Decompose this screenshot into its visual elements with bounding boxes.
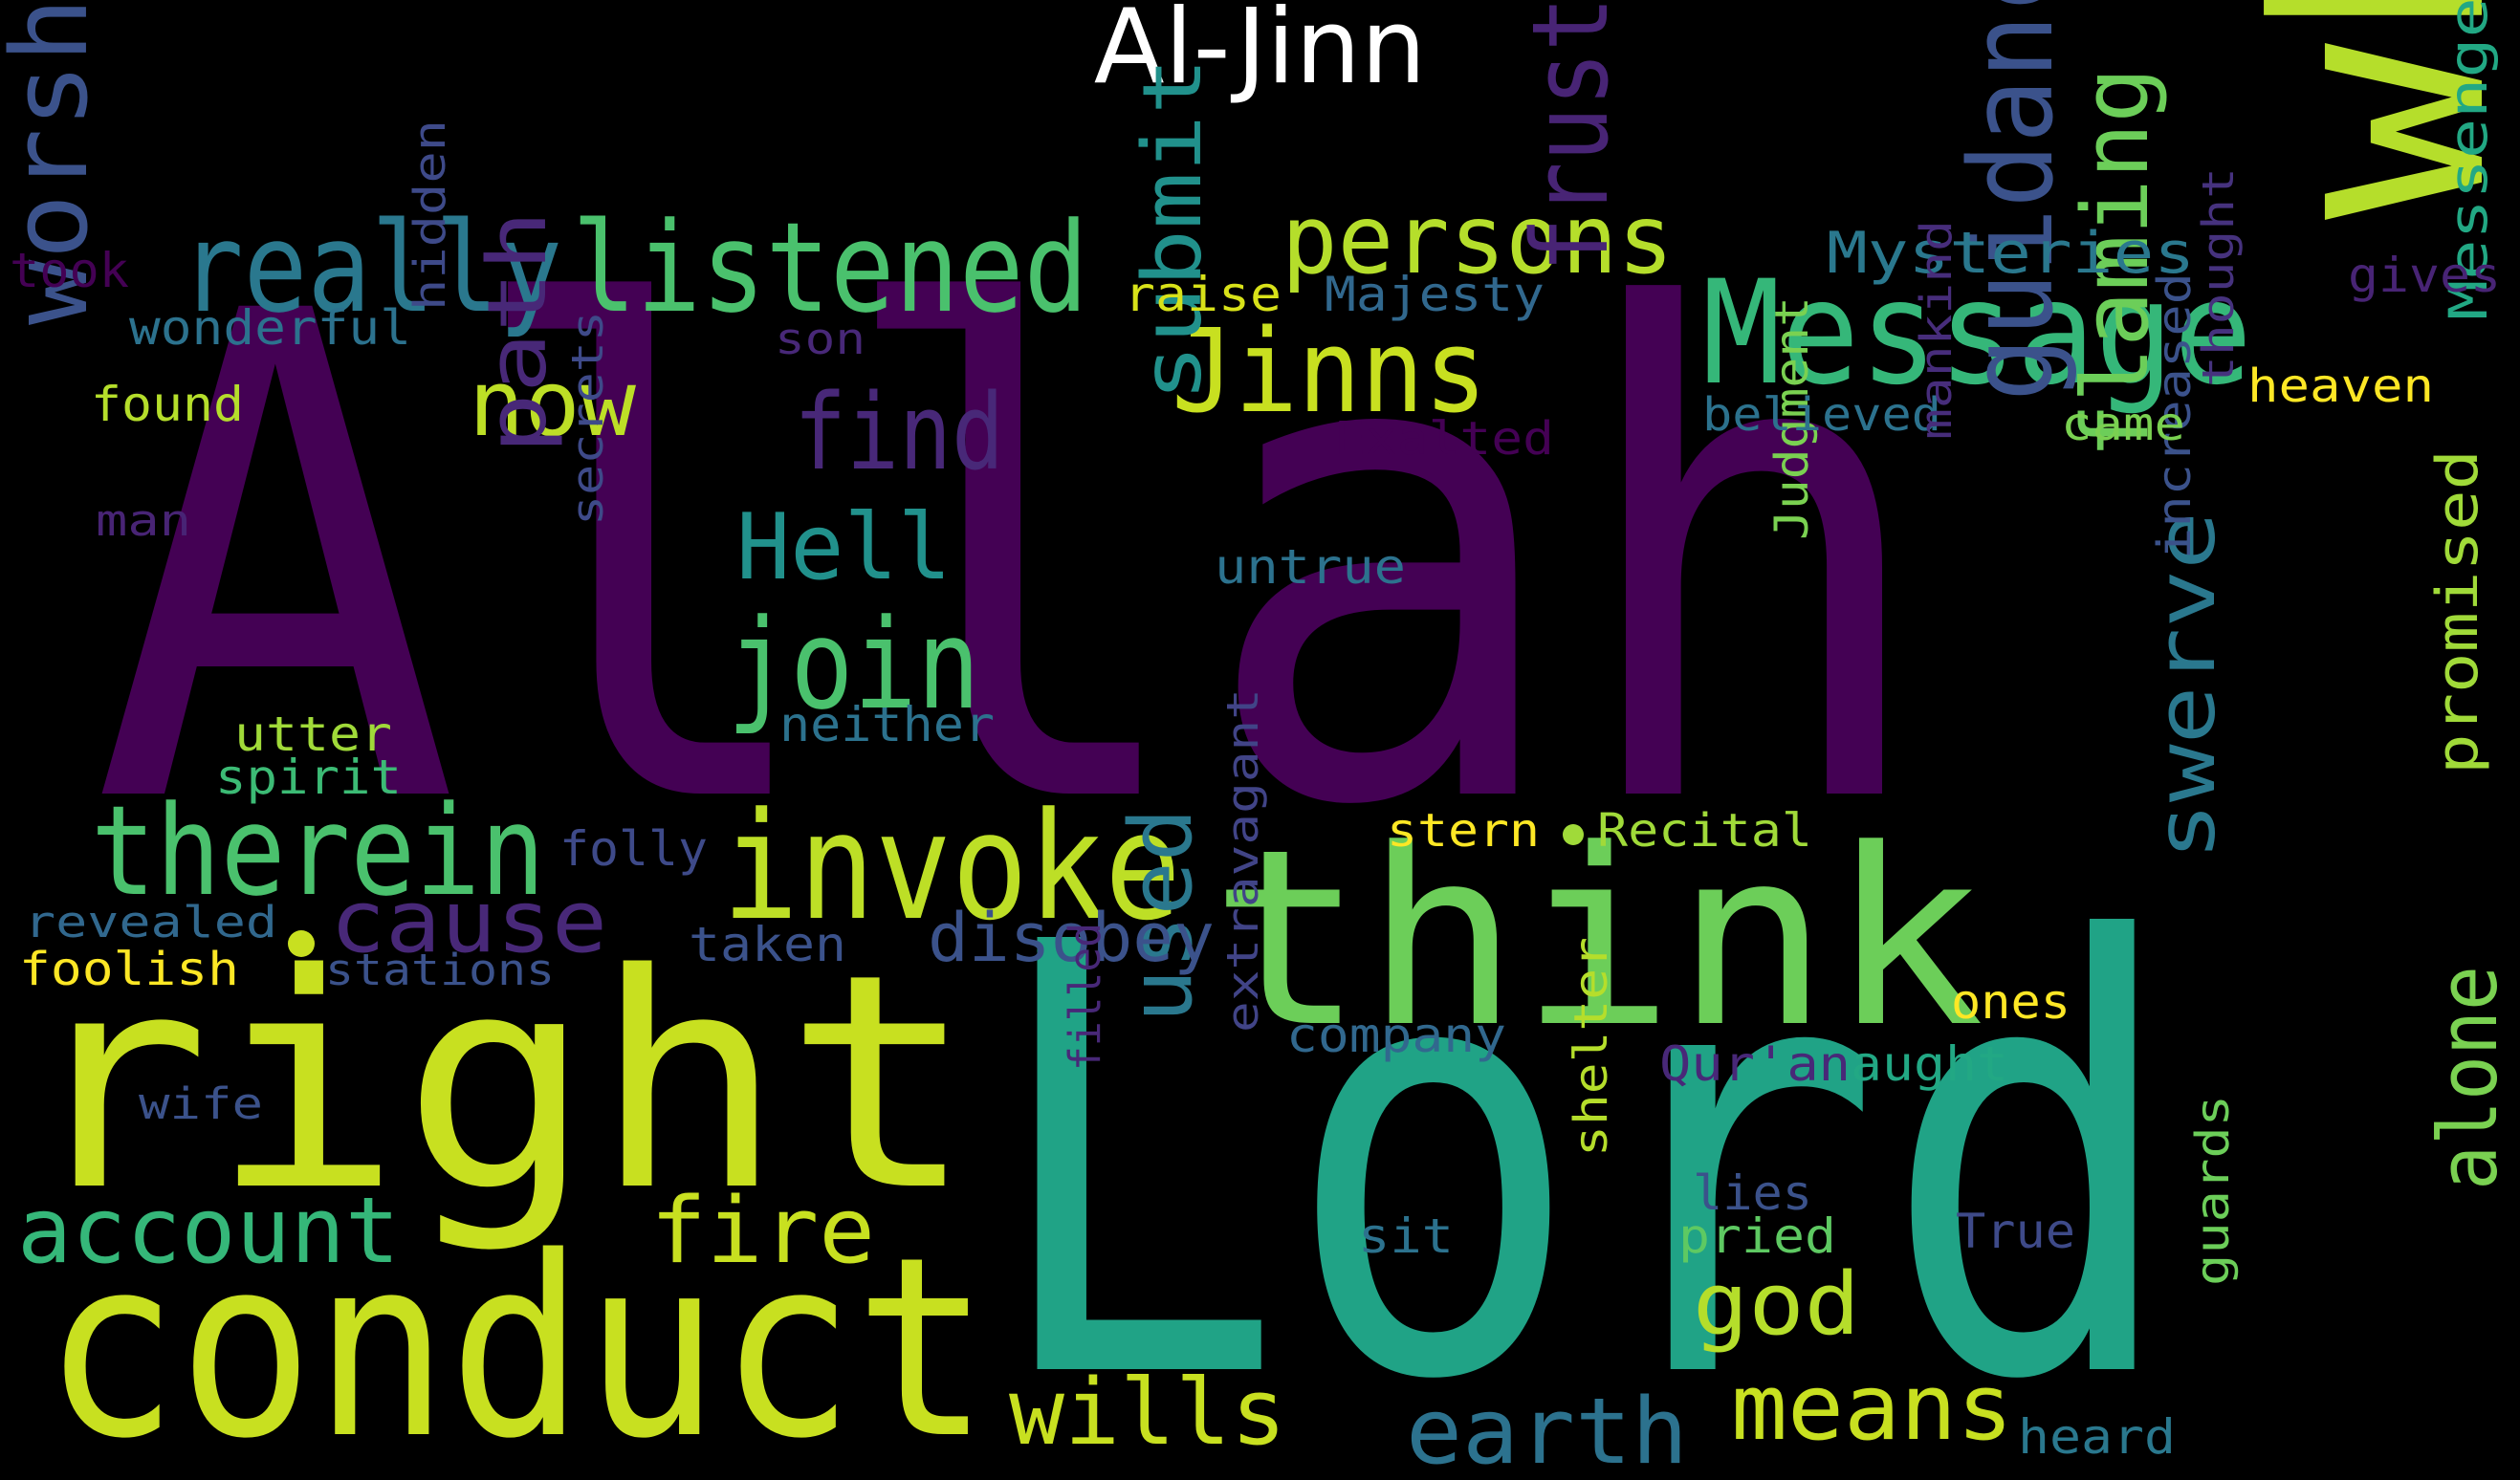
word-took: took <box>10 243 129 298</box>
word-find: find <box>794 371 1004 493</box>
word-invoke: invoke <box>722 780 1181 953</box>
word-think: think <box>1210 797 1984 1081</box>
word-whether: whether <box>2216 0 2520 220</box>
word-earth: earth <box>1406 1380 1688 1480</box>
word-lord: Lord <box>985 820 2180 1480</box>
word-hidden: hidden <box>405 120 455 311</box>
word-believed: believed <box>1702 388 1941 442</box>
word-swerve: swerve <box>2139 511 2234 860</box>
word-heard: heard <box>2018 1409 2176 1465</box>
word-stern: stern <box>1387 804 1540 858</box>
word-alone: alone <box>2421 966 2516 1190</box>
word-sit: sit <box>1358 1208 1454 1264</box>
word-wonderful: wonderful <box>129 300 411 356</box>
word-mankind: mankind <box>1911 220 1961 440</box>
word-came: came <box>2061 398 2185 451</box>
word-son: son <box>775 314 866 364</box>
word-foolish: foolish <box>19 943 239 996</box>
word-messenger: Messenger <box>2438 0 2499 320</box>
word-guards: guards <box>2186 1095 2240 1286</box>
word-heaven: heaven <box>2247 359 2434 413</box>
word-judgment: Judgment <box>1765 296 1819 540</box>
word-disobey: disobey <box>928 899 1215 977</box>
word-man: man <box>96 495 191 546</box>
word-cause: cause <box>330 872 607 972</box>
dot-mark <box>1563 824 1584 845</box>
word-right: right <box>19 911 975 1256</box>
word-stations: stations <box>325 945 555 995</box>
word-message: Message <box>1702 250 2252 417</box>
word-revealed: revealed <box>24 897 277 947</box>
word-means: means <box>1731 1356 2013 1461</box>
word-now: now <box>469 352 637 457</box>
word-wills: wills <box>1009 1360 1286 1466</box>
word-wife: wife <box>139 1078 263 1129</box>
word-found: found <box>91 377 244 432</box>
page-title: Al-Jinn <box>1093 0 1427 107</box>
word-mysteries: Mysteries <box>1827 220 2195 287</box>
word-allah: Allah <box>91 173 1937 952</box>
word-frustrate: frustrate <box>1509 0 1632 272</box>
word-jinns: Jinns <box>1172 306 1487 439</box>
word-thought: thought <box>2193 167 2244 387</box>
word-company: company <box>1286 1008 1506 1063</box>
word-really: really <box>180 195 562 340</box>
word-aught: aught <box>1851 1036 2008 1092</box>
word-untrue: untrue <box>1215 539 1406 595</box>
word-recital: Recital <box>1597 804 1812 858</box>
word-secrets: secrets <box>562 311 613 526</box>
word-path: path <box>471 210 565 454</box>
word-shelter: shelter <box>1565 937 1618 1157</box>
word-gives: gives <box>2348 248 2501 303</box>
word-taken: taken <box>689 917 846 972</box>
word-ones: ones <box>1951 974 2071 1030</box>
word-persons: persons <box>1282 184 1674 295</box>
word-lies: lies <box>1693 1165 1812 1221</box>
word-flaming: flaming <box>2064 67 2169 459</box>
word-filled: filled <box>1060 923 1110 1071</box>
word-therein: therein <box>91 778 545 924</box>
word-majesty: Majesty <box>1325 267 1545 322</box>
word-increased: increased <box>2148 272 2202 559</box>
word-true: True <box>1956 1204 2075 1259</box>
word-folly: folly <box>559 821 708 877</box>
word-listened: listened <box>572 195 1088 340</box>
word-conduct: conduct <box>43 1205 990 1480</box>
word-extravagant: extravagant <box>1217 688 1268 1033</box>
word-guidance: guidance <box>1946 0 2079 402</box>
word-neither: neither <box>779 697 995 752</box>
dot-mark <box>288 930 315 957</box>
word-exalted: Exalted <box>1334 412 1554 466</box>
word-join: join <box>727 592 980 737</box>
word-spirit: spirit <box>215 750 402 805</box>
word-raise: raise <box>1124 267 1282 322</box>
word-utter: utter <box>234 707 392 762</box>
word-qur-an: Qur'an <box>1659 1036 1851 1092</box>
word-account: account <box>17 1179 400 1284</box>
word-promised: promised <box>2424 449 2491 774</box>
word-fire: fire <box>650 1179 875 1284</box>
word-used: used <box>1111 808 1212 1023</box>
word-hell: Hell <box>736 495 952 600</box>
word-pried: pried <box>1678 1208 1836 1264</box>
word-god: god <box>1693 1254 1860 1355</box>
word-submit: submit <box>1126 57 1220 402</box>
word-worship: worship <box>0 0 111 325</box>
